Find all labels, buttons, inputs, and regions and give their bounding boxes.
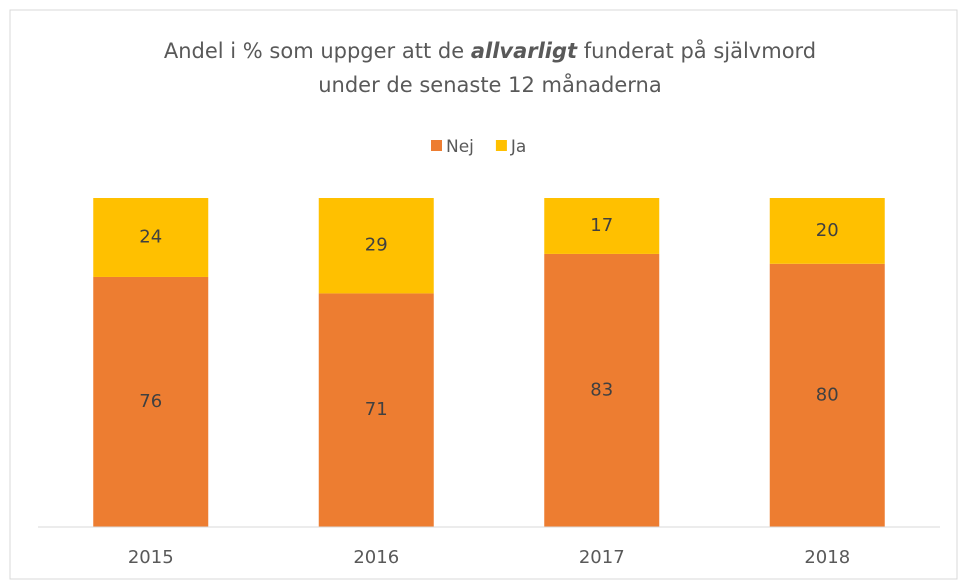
- chart-title: under de senaste 12 månaderna: [318, 72, 662, 97]
- data-label: 20: [816, 220, 839, 241]
- data-label: 80: [816, 384, 839, 405]
- data-label: 17: [590, 215, 613, 236]
- data-label: 24: [139, 226, 162, 247]
- bar-segment: [769, 198, 885, 264]
- data-label: 29: [365, 235, 388, 256]
- legend-label: Ja: [510, 137, 526, 157]
- bar-segment: [544, 198, 660, 254]
- chart-title: Andel i % som uppger att de allvarligt f…: [164, 38, 816, 63]
- data-label: 71: [365, 399, 388, 420]
- title-emphasis: allvarligt: [471, 39, 578, 63]
- legend-swatch: [431, 140, 442, 151]
- legend-swatch: [495, 140, 507, 151]
- title-part: funderat på självmord: [584, 38, 816, 63]
- title-part: Andel i % som uppger att de: [164, 39, 464, 63]
- data-label: 76: [139, 391, 162, 412]
- x-tick-label: 2015: [128, 547, 174, 568]
- bar-segment: [544, 253, 660, 527]
- bar-segment: [318, 198, 434, 294]
- bar-segment: [93, 198, 209, 277]
- x-tick-label: 2018: [804, 547, 850, 568]
- x-tick-label: 2017: [579, 547, 625, 568]
- data-label: 83: [590, 379, 613, 400]
- legend-label: Nej: [446, 137, 474, 157]
- x-tick-label: 2016: [353, 547, 399, 568]
- bar-segment: [769, 263, 885, 527]
- bar-segment: [318, 293, 434, 527]
- bar-segment: [93, 276, 209, 527]
